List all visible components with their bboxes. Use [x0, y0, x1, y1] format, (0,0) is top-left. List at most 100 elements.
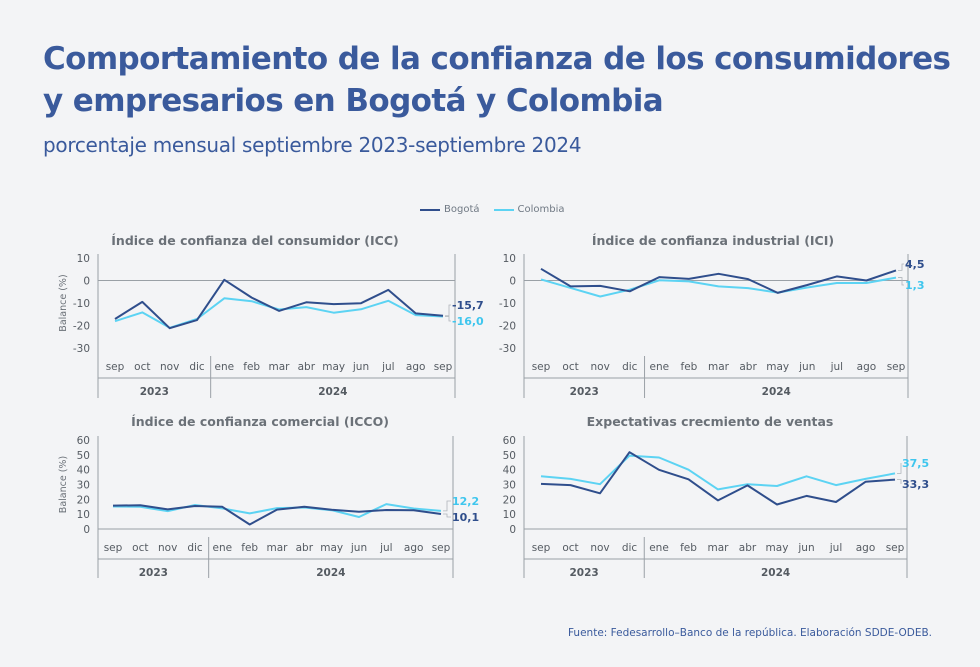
x-tick-label: ago — [404, 542, 424, 554]
x-tick-label: nov — [160, 361, 179, 373]
end-label-leader — [898, 277, 904, 286]
x-tick-label: sep — [434, 361, 453, 373]
x-tick-label: dic — [622, 542, 638, 554]
x-tick-label: nov — [590, 542, 609, 554]
legend-item-colombia: Colombia — [493, 204, 565, 215]
y-tick-label: 60 — [77, 435, 90, 447]
series-line-bogota — [112, 504, 442, 526]
x-tick-label: feb — [241, 542, 258, 554]
x-tick-label: oct — [132, 542, 148, 554]
x-tick-label: sep — [532, 542, 551, 554]
end-label-leader — [897, 463, 902, 474]
legend-item-bogota: Bogotá — [420, 204, 480, 215]
series-line-bogota — [540, 267, 897, 294]
x-tick-label: abr — [739, 542, 757, 554]
legend: Bogotá Colombia — [420, 204, 565, 215]
chart-title: Índice de confianza comercial (ICCO) — [131, 414, 389, 429]
x-tick-label: jun — [798, 361, 815, 373]
year-label: 2024 — [316, 567, 345, 579]
end-label-colombia: 37,5 — [902, 457, 929, 470]
y-axis-label: Balance (%) — [58, 456, 69, 513]
source-note: Fuente: Fedesarrollo–Banco de la repúbli… — [567, 627, 932, 639]
end-label-leader — [443, 500, 451, 512]
end-label-leader — [445, 304, 451, 317]
y-tick-label: 40 — [503, 465, 516, 477]
x-tick-label: mar — [269, 361, 291, 373]
x-tick-label: sep — [887, 361, 906, 373]
x-tick-label: dic — [189, 361, 205, 373]
end-label-bogota: 10,1 — [452, 511, 479, 524]
x-tick-label: sep — [432, 542, 451, 554]
x-tick-label: abr — [739, 361, 757, 373]
chart-panel-1: Índice de confianza del consumidor (ICC)… — [58, 233, 484, 398]
x-tick-label: ene — [650, 361, 670, 373]
chart-title: Índice de confianza del consumidor (ICC) — [111, 233, 398, 248]
page-subtitle: porcentaje mensual septiembre 2023-septi… — [43, 133, 582, 157]
end-label-colombia: 1,3 — [905, 279, 925, 292]
y-tick-label: -10 — [499, 298, 516, 310]
x-tick-label: jul — [381, 361, 395, 373]
x-tick-label: sep — [106, 361, 125, 373]
year-label: 2023 — [570, 567, 599, 579]
x-tick-label: dic — [622, 361, 638, 373]
x-tick-label: feb — [243, 361, 260, 373]
series-line-colombia — [540, 454, 896, 491]
y-tick-label: 30 — [503, 480, 516, 492]
x-tick-label: abr — [296, 542, 314, 554]
x-tick-label: jun — [352, 361, 369, 373]
x-tick-label: may — [322, 361, 345, 373]
legend-swatch-bogota — [420, 208, 440, 211]
end-label-leader — [897, 479, 902, 484]
x-tick-label: ene — [649, 542, 669, 554]
y-tick-label: 40 — [77, 465, 90, 477]
end-label-leader — [445, 316, 451, 322]
end-label-colombia: 12,2 — [452, 495, 479, 508]
x-tick-label: nov — [591, 361, 610, 373]
y-tick-label: 20 — [503, 494, 516, 506]
x-tick-label: sep — [104, 542, 123, 554]
end-label-leader — [443, 513, 451, 518]
x-tick-label: feb — [681, 361, 698, 373]
y-tick-label: 50 — [77, 450, 90, 462]
x-tick-label: mar — [267, 542, 289, 554]
x-tick-label: mar — [708, 361, 730, 373]
year-label: 2023 — [570, 386, 599, 398]
legend-label-bogota: Bogotá — [444, 204, 480, 215]
end-label-bogota: 33,3 — [902, 478, 929, 491]
y-tick-label: 10 — [503, 509, 516, 521]
end-label-bogota: -15,7 — [452, 299, 484, 312]
end-label-leader — [898, 263, 904, 271]
x-tick-label: jul — [379, 542, 393, 554]
chart-panel-2: Índice de confianza industrial (ICI) 10 0 -… — [499, 233, 925, 398]
chart-title: Índice de confianza industrial (ICI) — [592, 233, 834, 248]
end-label-bogota: 4,5 — [905, 258, 925, 271]
series-line-bogota — [114, 278, 444, 330]
y-tick-label: 0 — [509, 524, 516, 536]
x-tick-label: jun — [797, 542, 814, 554]
y-tick-label: -30 — [499, 343, 516, 355]
y-tick-label: 50 — [503, 450, 516, 462]
x-tick-label: sep — [886, 542, 905, 554]
x-tick-label: feb — [680, 542, 697, 554]
y-tick-label: 60 — [503, 435, 516, 447]
x-tick-label: may — [320, 542, 343, 554]
series-line-bogota — [540, 451, 896, 506]
year-label: 2024 — [762, 386, 791, 398]
chart-panel-3: Índice de confianza comercial (ICCO) Bala… — [58, 414, 479, 579]
y-tick-label: 10 — [77, 253, 90, 265]
x-tick-label: dic — [187, 542, 203, 554]
x-tick-label: may — [766, 361, 789, 373]
x-tick-label: ago — [406, 361, 426, 373]
x-tick-label: oct — [562, 542, 578, 554]
chart-panel-4: Expectativas crecmiento de ventas 60 50 40 3… — [503, 414, 930, 579]
x-tick-label: may — [766, 542, 789, 554]
series-line-colombia — [112, 503, 442, 518]
y-tick-label: -20 — [73, 321, 90, 333]
y-tick-label: 10 — [77, 509, 90, 521]
x-tick-label: jul — [829, 542, 843, 554]
x-tick-label: ene — [213, 542, 233, 554]
x-tick-label: ago — [857, 361, 877, 373]
y-tick-label: -10 — [73, 298, 90, 310]
y-tick-label: 10 — [503, 253, 516, 265]
y-axis-label: Balance (%) — [58, 274, 69, 331]
